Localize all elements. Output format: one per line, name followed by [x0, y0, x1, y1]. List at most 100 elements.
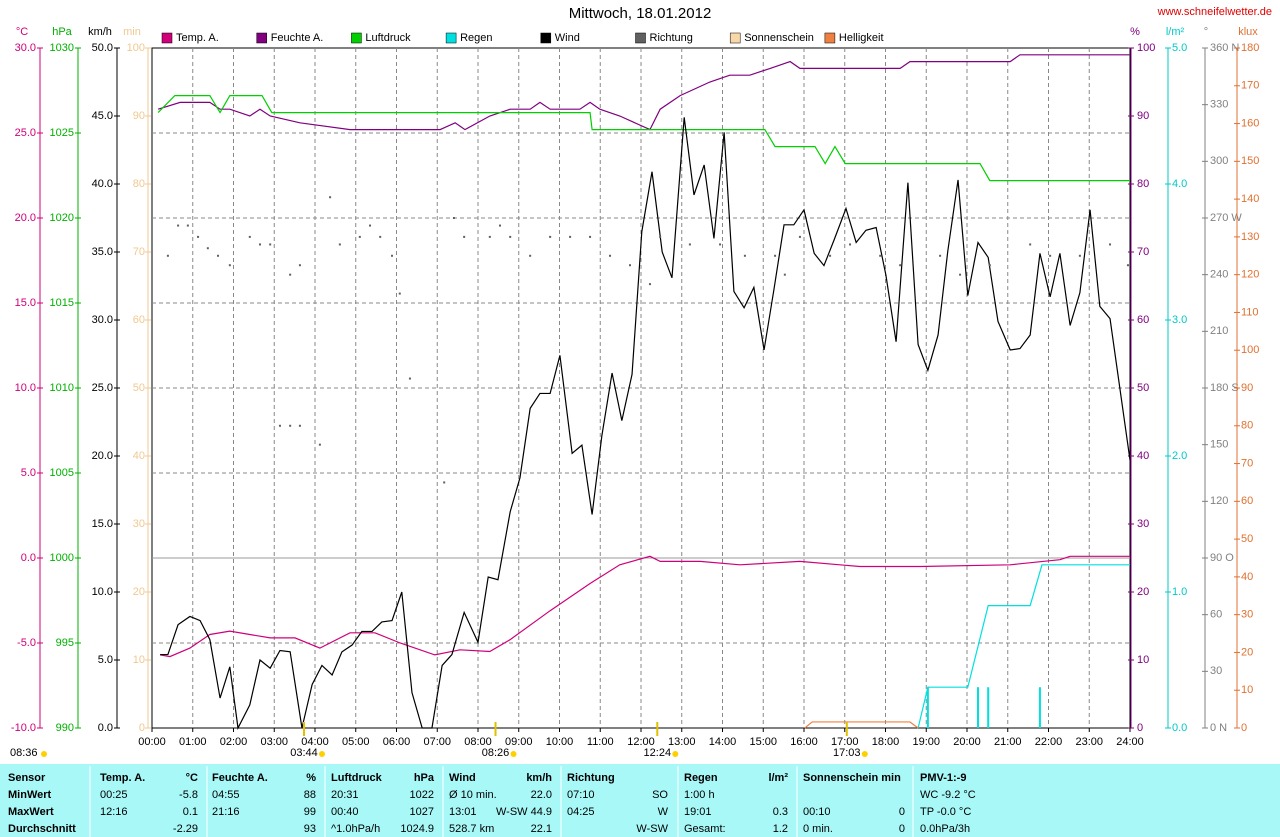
- x-tick-label: 21:00: [994, 736, 1022, 748]
- table-cell: 00:25: [100, 789, 128, 801]
- direction-dot: [248, 235, 251, 238]
- y-tick-label: 150: [1241, 155, 1259, 167]
- y-tick-label: 1010: [50, 382, 74, 394]
- y-tick-label: 20: [133, 586, 145, 598]
- y-tick-label: 10: [1241, 684, 1253, 696]
- table-cell: 88: [304, 789, 316, 801]
- y-tick-label: 15.0: [92, 518, 113, 530]
- table-cell: 1022: [410, 789, 434, 801]
- x-tick-label: 10:00: [546, 736, 574, 748]
- table-cell: -2.29: [173, 823, 198, 835]
- y-tick-label: 50: [1137, 382, 1149, 394]
- table-cell: 0 min.: [803, 823, 833, 835]
- legend-label: Sonnenschein: [744, 32, 814, 44]
- direction-dot: [659, 235, 662, 238]
- y-tick-label: 1005: [50, 467, 74, 479]
- x-tick-label: 07:00: [423, 736, 451, 748]
- y-tick-label: 1.0: [1172, 586, 1187, 598]
- y-tick-label: 3.0: [1172, 314, 1187, 326]
- axis-unit: km/h: [88, 26, 112, 38]
- direction-dot: [452, 217, 455, 219]
- y-tick-label: 0 N: [1210, 722, 1227, 734]
- table-cell: 07:10: [567, 789, 595, 801]
- table-cell: 22.1: [531, 823, 552, 835]
- table-cell: 0: [899, 806, 905, 818]
- table-cell: 0.1: [183, 806, 198, 818]
- direction-dot: [197, 235, 200, 238]
- table-cell: 0.3: [773, 806, 788, 818]
- legend-label: Richtung: [650, 32, 693, 44]
- x-tick-label: 12:00: [627, 736, 655, 748]
- direction-dot: [774, 254, 777, 257]
- table-cell: 0.0hPa/3h: [920, 823, 970, 835]
- event-label: 12:24: [644, 747, 672, 759]
- table-header: Feuchte A.: [212, 772, 268, 784]
- y-tick-label: 1030: [50, 42, 74, 54]
- y-tick-label: 990: [56, 722, 74, 734]
- table-cell: 528.7 km: [449, 823, 494, 835]
- table-cell: MaxWert: [8, 806, 54, 818]
- legend-swatch: [729, 32, 741, 44]
- direction-dot: [177, 224, 180, 227]
- y-tick-label: 5.0: [98, 654, 113, 666]
- x-tick-label: 17:00: [831, 736, 859, 748]
- y-tick-label: 30: [1210, 665, 1222, 677]
- y-tick-label: 70: [133, 246, 145, 258]
- y-tick-label: 0: [1241, 722, 1247, 734]
- table-cell: 22.0: [531, 789, 552, 801]
- y-tick-label: 210: [1210, 325, 1228, 337]
- y-tick-label: 45.0: [92, 110, 113, 122]
- legend-swatch: [351, 32, 362, 44]
- table-cell: 21:16: [212, 806, 240, 818]
- table-cell: 1:00 h: [684, 789, 715, 801]
- x-tick-label: 24:00: [1116, 736, 1144, 748]
- direction-dot: [398, 292, 401, 295]
- direction-dot: [1049, 254, 1052, 257]
- direction-dot: [549, 235, 552, 238]
- y-tick-label: 330: [1210, 99, 1228, 111]
- direction-dot: [609, 254, 612, 257]
- x-tick-label: 20:00: [953, 736, 981, 748]
- y-tick-label: 90: [133, 110, 145, 122]
- direction-dot: [391, 254, 394, 257]
- table-cell: ^1.0hPa/h: [331, 823, 380, 835]
- direction-dot: [289, 424, 292, 427]
- x-tick-label: 22:00: [1035, 736, 1063, 748]
- axis-unit: hPa: [52, 26, 72, 38]
- table-cell: W-SW 44.9: [496, 806, 552, 818]
- direction-dot: [569, 235, 572, 238]
- y-tick-label: 0.0: [21, 552, 36, 564]
- direction-dot: [959, 273, 962, 276]
- table-cell: SO: [652, 789, 668, 801]
- y-tick-label: 180 S: [1210, 382, 1239, 394]
- direction-dot: [206, 247, 209, 250]
- table-header: %: [306, 772, 316, 784]
- direction-dot: [798, 235, 801, 238]
- y-tick-label: 40.0: [92, 178, 113, 190]
- y-tick-label: 30: [133, 518, 145, 530]
- direction-dot: [1078, 254, 1081, 257]
- table-cell: Durchschnitt: [8, 823, 76, 835]
- direction-dot: [499, 224, 502, 227]
- y-tick-label: 100: [127, 42, 145, 54]
- direction-dot: [743, 254, 746, 257]
- direction-dot: [688, 243, 691, 246]
- axis-unit: °C: [16, 26, 28, 38]
- x-tick-label: 05:00: [342, 736, 370, 748]
- x-tick-label: 13:00: [668, 736, 696, 748]
- y-tick-label: 70: [1241, 457, 1253, 469]
- y-tick-label: 995: [56, 637, 74, 649]
- x-tick-label: 11:00: [587, 736, 614, 748]
- x-tick-label: 16:00: [790, 736, 818, 748]
- table-cell: W-SW: [636, 823, 668, 835]
- y-tick-label: 0: [1137, 722, 1143, 734]
- table-cell: 13:01: [449, 806, 477, 818]
- y-tick-label: 40: [1137, 450, 1149, 462]
- table-header: Sonnenschein min: [803, 772, 901, 784]
- y-tick-label: 1015: [50, 297, 74, 309]
- y-tick-label: 20: [1241, 646, 1253, 658]
- table-header: °C: [186, 772, 198, 784]
- y-tick-label: 50.0: [92, 42, 113, 54]
- y-tick-label: 20.0: [92, 450, 113, 462]
- y-tick-label: 25.0: [92, 382, 113, 394]
